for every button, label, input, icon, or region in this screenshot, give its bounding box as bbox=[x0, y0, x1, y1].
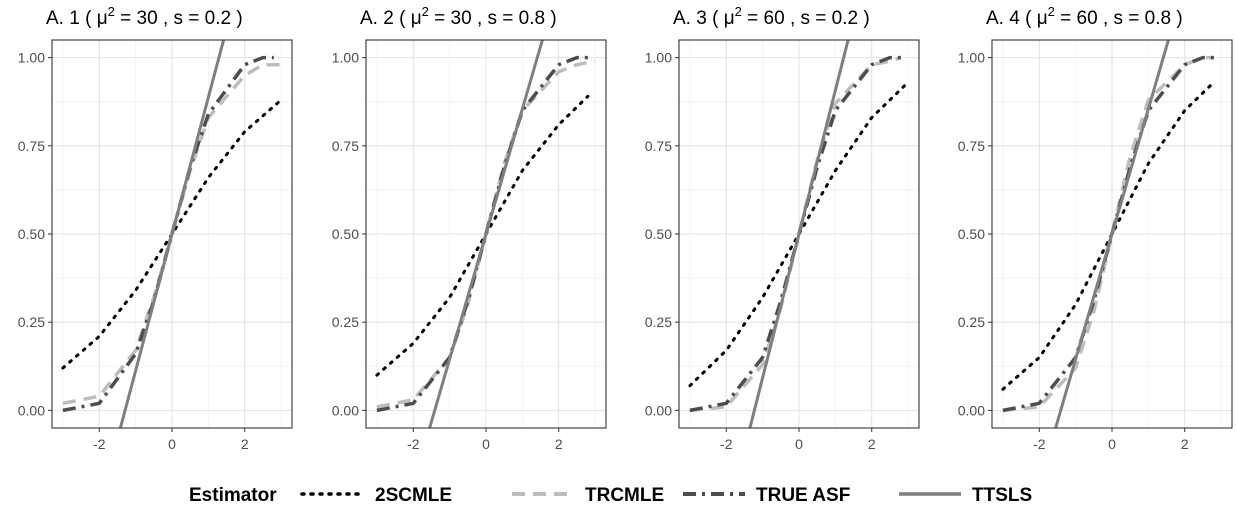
panel-title-rest: = 30 , s = 0.8 ) bbox=[429, 8, 557, 29]
series-line-ttsls bbox=[428, 40, 544, 428]
series-line-2scmle bbox=[375, 94, 590, 377]
panel-title-mu: μ bbox=[724, 8, 735, 29]
panel-title-rest: = 60 , s = 0.8 ) bbox=[1055, 8, 1183, 29]
series-line-ttsls bbox=[748, 40, 850, 428]
y-tick-label: 0.00 bbox=[645, 402, 672, 418]
y-tick-label: 0.75 bbox=[958, 138, 985, 154]
series-line-2scmle bbox=[1001, 80, 1216, 391]
panel-title-prefix: A. 4 ( bbox=[986, 8, 1037, 29]
legend-label: TRCMLE bbox=[585, 485, 664, 506]
panel-A1: 0.000.250.500.751.00-2 0 2A. 1 ( μ2 = 30 ,… bbox=[18, 4, 293, 452]
panel-A3: 0.000.250.500.751.00-2 0 2A. 3 ( μ2 = 60 ,… bbox=[645, 4, 920, 452]
y-tick-label: 0.25 bbox=[332, 314, 359, 330]
panel-A2: 0.000.250.500.751.00-2 0 2A. 2 ( μ2 = 30 ,… bbox=[332, 4, 607, 452]
panel-title: A. 4 ( μ2 = 60 , s = 0.8 ) bbox=[986, 4, 1183, 29]
y-tick-label: 1.00 bbox=[958, 50, 985, 66]
y-tick-label: 0.25 bbox=[18, 314, 45, 330]
panel-title-mu: μ bbox=[97, 8, 108, 29]
y-tick-label: 1.00 bbox=[645, 50, 672, 66]
y-tick-label: 0.00 bbox=[18, 402, 45, 418]
panel-title-prefix: A. 1 ( bbox=[46, 8, 97, 29]
panel-title-mu: μ bbox=[1037, 8, 1048, 29]
panel-A4: 0.000.250.500.751.00-2 0 2A. 4 ( μ2 = 60 ,… bbox=[958, 4, 1233, 452]
legend-label: 2SCMLE bbox=[375, 485, 452, 506]
series-group bbox=[61, 40, 283, 428]
y-tick-label: 0.75 bbox=[645, 138, 672, 154]
x-tick-label: 2 bbox=[868, 436, 876, 452]
y-tick-label: 1.00 bbox=[332, 50, 359, 66]
series-group bbox=[1001, 40, 1216, 428]
panel-title-exponent: 2 bbox=[1048, 4, 1055, 19]
y-tick-label: 0.75 bbox=[18, 138, 45, 154]
legend: Estimator 2SCMLE TRCMLE TRUE ASF TTSLS bbox=[189, 485, 1032, 506]
panel-title-exponent: 2 bbox=[108, 4, 115, 19]
x-tick-label: -2 bbox=[407, 436, 420, 452]
x-tick-label: 0 bbox=[482, 436, 490, 452]
panel-title: A. 3 ( μ2 = 60 , s = 0.2 ) bbox=[673, 4, 870, 29]
panel-title: A. 1 ( μ2 = 30 , s = 0.2 ) bbox=[46, 4, 243, 29]
x-tick-label: 0 bbox=[168, 436, 176, 452]
y-tick-label: 0.50 bbox=[645, 226, 672, 242]
y-tick-label: 0.50 bbox=[332, 226, 359, 242]
panel-title-rest: = 60 , s = 0.2 ) bbox=[742, 8, 870, 29]
y-tick-label: 0.50 bbox=[958, 226, 985, 242]
y-tick-label: 0.50 bbox=[18, 226, 45, 242]
x-tick-label: -2 bbox=[720, 436, 733, 452]
x-tick-label: -2 bbox=[93, 436, 106, 452]
panel-title-exponent: 2 bbox=[735, 4, 742, 19]
y-tick-label: 0.25 bbox=[958, 314, 985, 330]
series-line-ttsls bbox=[1054, 40, 1170, 428]
y-tick-label: 0.25 bbox=[645, 314, 672, 330]
series-line-ttsls bbox=[118, 40, 226, 428]
y-tick-label: 0.75 bbox=[332, 138, 359, 154]
x-tick-label: 0 bbox=[795, 436, 803, 452]
y-tick-label: 1.00 bbox=[18, 50, 45, 66]
x-tick-label: 0 bbox=[1108, 436, 1116, 452]
panel-title-exponent: 2 bbox=[422, 4, 429, 19]
x-tick-label: 2 bbox=[241, 436, 249, 452]
series-group bbox=[375, 40, 596, 428]
series-line-trcmle bbox=[62, 62, 282, 406]
panel-title-prefix: A. 3 ( bbox=[673, 8, 724, 29]
x-tick-label: -2 bbox=[1033, 436, 1046, 452]
legend-label: TRUE ASF bbox=[756, 485, 850, 506]
x-tick-label: 2 bbox=[555, 436, 563, 452]
panel-title: A. 2 ( μ2 = 30 , s = 0.8 ) bbox=[360, 4, 557, 29]
series-group bbox=[688, 40, 910, 428]
panel-title-prefix: A. 2 ( bbox=[360, 8, 411, 29]
legend-title: Estimator bbox=[189, 485, 277, 506]
y-tick-label: 0.00 bbox=[958, 402, 985, 418]
panel-title-mu: μ bbox=[411, 8, 422, 29]
legend-label: TTSLS bbox=[972, 485, 1032, 506]
x-tick-label: 2 bbox=[1181, 436, 1189, 452]
panel-title-rest: = 30 , s = 0.2 ) bbox=[115, 8, 243, 29]
y-tick-label: 0.00 bbox=[332, 402, 359, 418]
